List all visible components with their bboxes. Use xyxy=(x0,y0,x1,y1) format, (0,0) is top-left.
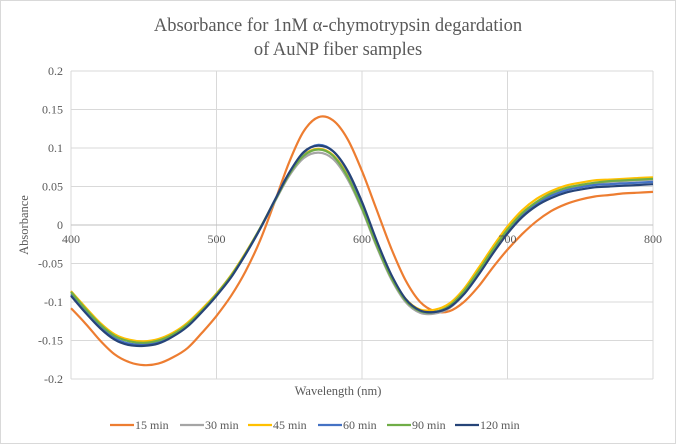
tick-labels: 0.2 0.15 0.1 0.05 0 -0.05 -0.1 -0.15 -0.2 400 500 6… xyxy=(38,64,662,386)
x-tick-label: 700 xyxy=(499,232,517,246)
legend: 15 min 30 min 45 min 60 min 90 min 120 min xyxy=(110,418,520,432)
y-tick-label: -0.05 xyxy=(38,257,63,271)
y-tick-label: -0.1 xyxy=(44,295,63,309)
y-tick-label: 0.1 xyxy=(48,141,63,155)
legend-label: 45 min xyxy=(273,418,307,432)
x-axis-label: Wavelength (nm) xyxy=(295,384,382,398)
legend-label: 90 min xyxy=(412,418,446,432)
y-axis-label: Absorbance xyxy=(17,195,31,255)
legend-label: 120 min xyxy=(480,418,520,432)
y-tick-label: 0.05 xyxy=(42,180,63,194)
y-tick-label: 0.2 xyxy=(48,64,63,78)
series-lines xyxy=(70,115,654,367)
x-tick-label: 600 xyxy=(353,232,371,246)
y-tick-label: -0.2 xyxy=(44,372,63,386)
x-tick-label: 800 xyxy=(644,232,662,246)
series-line-120-min xyxy=(70,144,654,348)
x-tick-label: 500 xyxy=(208,232,226,246)
series-line-15-min xyxy=(70,115,654,367)
legend-label: 30 min xyxy=(205,418,239,432)
y-tick-label: -0.15 xyxy=(38,334,63,348)
y-tick-label: 0 xyxy=(57,218,63,232)
chart-title-line-2: of AuNP fiber samples xyxy=(254,40,422,60)
legend-label: 15 min xyxy=(135,418,169,432)
y-tick-label: 0.15 xyxy=(42,103,63,117)
chart-title-line-1: Absorbance for 1nM α-chymotrypsin degard… xyxy=(154,16,522,36)
legend-label: 60 min xyxy=(343,418,377,432)
series-line-90-min xyxy=(70,148,654,344)
x-tick-label: 400 xyxy=(62,232,80,246)
